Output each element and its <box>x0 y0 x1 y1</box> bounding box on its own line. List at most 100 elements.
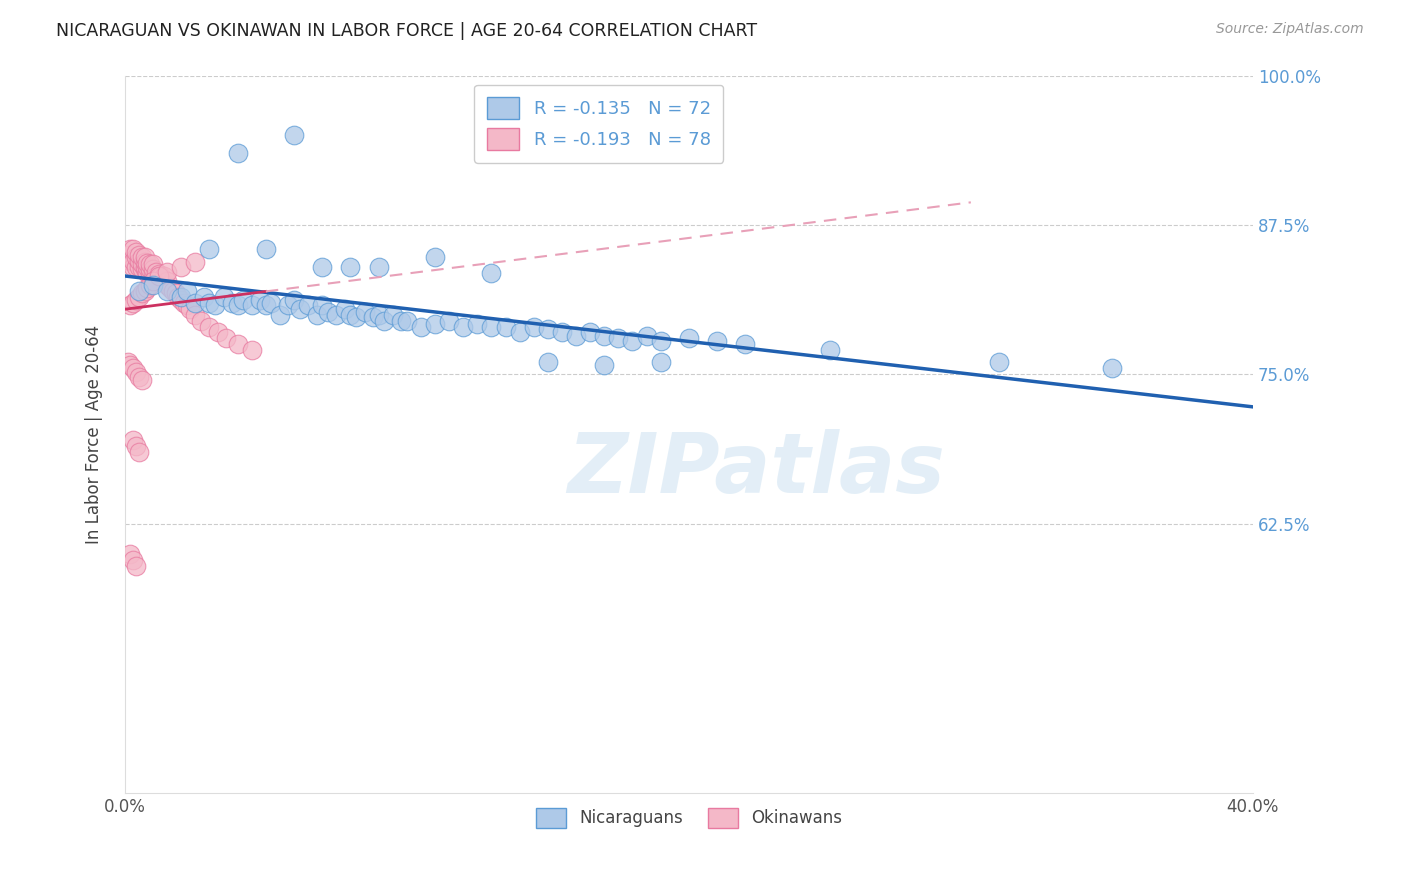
Text: ZIPatlas: ZIPatlas <box>568 429 945 510</box>
Text: NICARAGUAN VS OKINAWAN IN LABOR FORCE | AGE 20-64 CORRELATION CHART: NICARAGUAN VS OKINAWAN IN LABOR FORCE | … <box>56 22 758 40</box>
Point <box>226 298 249 312</box>
Point <box>170 293 193 308</box>
Point <box>551 326 574 340</box>
Point <box>150 269 173 284</box>
Point <box>537 355 560 369</box>
Point <box>122 552 145 566</box>
Point <box>212 290 235 304</box>
Point <box>122 260 145 274</box>
Point <box>120 242 142 256</box>
Point <box>139 262 162 277</box>
Point <box>465 317 488 331</box>
Point <box>481 266 503 280</box>
Point <box>297 298 319 312</box>
Point <box>128 284 150 298</box>
Point <box>198 319 221 334</box>
Point <box>184 255 207 269</box>
Point <box>170 260 193 274</box>
Point <box>125 439 148 453</box>
Point <box>142 277 165 292</box>
Point <box>184 308 207 322</box>
Point <box>367 260 389 274</box>
Point <box>207 326 229 340</box>
Point <box>311 260 333 274</box>
Point <box>134 260 156 274</box>
Y-axis label: In Labor Force | Age 20-64: In Labor Force | Age 20-64 <box>86 325 103 543</box>
Point <box>162 284 184 298</box>
Point <box>395 313 418 327</box>
Point <box>283 293 305 308</box>
Point <box>451 319 474 334</box>
Point <box>134 250 156 264</box>
Point <box>636 329 658 343</box>
Point <box>131 250 153 264</box>
Point <box>988 355 1011 369</box>
Point <box>344 310 367 324</box>
Point <box>381 308 404 322</box>
Point <box>131 262 153 277</box>
Point <box>565 329 588 343</box>
Point <box>120 547 142 561</box>
Point <box>145 269 167 284</box>
Point <box>325 308 347 322</box>
Point <box>156 284 179 298</box>
Point <box>193 290 215 304</box>
Point <box>650 334 672 348</box>
Point <box>409 319 432 334</box>
Point <box>125 245 148 260</box>
Point <box>131 286 153 301</box>
Point <box>173 295 195 310</box>
Point <box>167 290 190 304</box>
Point <box>734 337 756 351</box>
Point <box>136 260 159 274</box>
Point <box>148 271 170 285</box>
Point <box>198 242 221 256</box>
Point <box>120 253 142 268</box>
Point <box>367 308 389 322</box>
Point <box>122 433 145 447</box>
Point <box>481 319 503 334</box>
Point <box>134 284 156 298</box>
Point <box>495 319 517 334</box>
Point <box>125 260 148 274</box>
Point <box>128 290 150 304</box>
Point <box>150 274 173 288</box>
Point <box>139 257 162 271</box>
Point <box>122 361 145 376</box>
Point <box>423 317 446 331</box>
Point <box>593 358 616 372</box>
Point <box>706 334 728 348</box>
Point <box>288 301 311 316</box>
Point <box>120 358 142 372</box>
Point <box>215 331 238 345</box>
Point <box>316 305 339 319</box>
Point <box>269 308 291 322</box>
Point <box>537 322 560 336</box>
Point <box>142 266 165 280</box>
Point <box>139 277 162 292</box>
Point <box>153 269 176 284</box>
Point <box>607 331 630 345</box>
Point <box>389 313 412 327</box>
Point <box>333 301 356 316</box>
Point <box>128 248 150 262</box>
Point <box>128 369 150 384</box>
Point <box>437 313 460 327</box>
Point <box>593 329 616 343</box>
Point <box>117 248 139 262</box>
Point <box>122 253 145 268</box>
Point <box>148 269 170 284</box>
Point <box>131 257 153 271</box>
Point <box>179 301 201 316</box>
Point <box>128 445 150 459</box>
Point <box>1101 361 1123 376</box>
Point <box>240 298 263 312</box>
Point <box>277 298 299 312</box>
Point <box>232 293 254 308</box>
Point <box>509 326 531 340</box>
Point <box>156 277 179 292</box>
Point <box>148 267 170 281</box>
Point <box>156 274 179 288</box>
Point <box>153 274 176 288</box>
Point <box>134 262 156 277</box>
